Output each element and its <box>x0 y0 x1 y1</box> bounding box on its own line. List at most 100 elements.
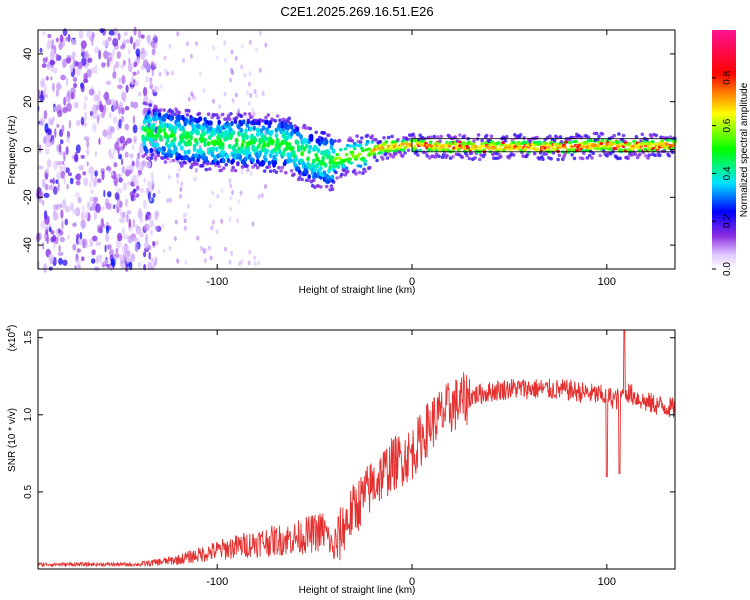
spectrogram-haze-speckle <box>216 55 220 61</box>
snr-background <box>38 330 675 569</box>
spectrogram-ridge-halo <box>162 108 166 112</box>
spectrogram-ridge-cell <box>329 144 334 150</box>
spectrogram-haze-speckle <box>252 111 256 117</box>
spectrogram-noise-speckle <box>73 82 78 88</box>
spectrogram-ridge-halo <box>226 114 231 118</box>
spectrogram-noise-speckle <box>131 160 135 167</box>
spectrogram-haze-speckle <box>251 107 255 113</box>
spectrogram-haze-speckle <box>154 43 158 49</box>
spectrogram-haze-speckle <box>162 248 166 254</box>
spectrogram-ridge-halo <box>562 154 566 159</box>
spectrogram-ridge-halo <box>340 172 344 177</box>
spectrogram-ridge-halo <box>165 156 170 161</box>
spectrogram-ridge-halo <box>482 152 487 157</box>
spectrogram-ridge-halo <box>229 112 233 116</box>
spectrogram-ridge-halo <box>216 116 220 120</box>
spectrogram-haze-speckle <box>253 255 257 261</box>
spectrogram-noise-speckle <box>103 104 107 114</box>
spectrogram-ridge-halo <box>144 102 149 106</box>
spectrogram-ridge-cell <box>301 160 306 166</box>
spectrogram-haze-speckle <box>149 231 153 237</box>
spectrogram-ridge-cell <box>316 147 321 153</box>
spectrogram-ridge-halo <box>382 136 386 140</box>
spectrogram-noise-speckle <box>115 247 119 254</box>
spectrogram-noise-speckle <box>113 64 116 73</box>
spectrogram-noise-speckle <box>63 96 66 106</box>
spectrogram-ridge-cell <box>261 125 266 131</box>
spectrogram-haze-speckle <box>240 43 244 49</box>
spectrogram-ridge-halo <box>215 113 219 117</box>
spectrogram-noise-speckle <box>55 53 59 62</box>
spectrogram-noise-speckle <box>57 182 60 192</box>
spectrogram-ridge-cell <box>188 140 192 147</box>
spectrogram-ridge-halo <box>375 158 379 163</box>
spectrogram-ridge-cell <box>307 174 312 180</box>
spectrogram-noise-speckle <box>93 196 98 203</box>
spectrogram-noise-speckle <box>105 233 109 243</box>
spectrogram-ridge-cell <box>286 125 290 131</box>
spectrogram-noise-speckle <box>82 205 85 212</box>
spectrogram-ridge-halo <box>621 133 626 138</box>
spectrogram-noise-speckle <box>119 135 126 144</box>
spectrogram-ridge-halo <box>287 116 292 121</box>
spectrogram-ridge-cell <box>523 147 528 151</box>
spectrogram-noise-speckle <box>116 188 123 194</box>
spectrogram-haze-speckle <box>220 218 224 224</box>
spectrogram-noise-speckle <box>45 167 49 174</box>
spectrogram-ridge-cell <box>251 157 255 163</box>
spectrogram-noise-speckle <box>146 181 152 187</box>
snr-series-line <box>37 329 676 568</box>
spectrogram-noise-speckle <box>72 59 76 70</box>
spectrogram-ridge-cell <box>299 134 303 140</box>
spectrogram-noise-speckle <box>129 255 136 263</box>
spectrogram-noise-speckle <box>143 107 148 115</box>
spectrogram-noise-speckle <box>137 30 142 39</box>
spectrogram-ridge-halo <box>274 170 279 174</box>
spectrogram-ridge-halo <box>197 111 202 116</box>
spectrogram-noise-speckle <box>82 171 87 176</box>
spectrogram-noise-speckle <box>62 160 65 165</box>
spectrogram-haze-speckle <box>247 260 251 266</box>
spectrogram-ridge-cell <box>334 156 338 160</box>
spectrogram-ridge-cell <box>151 125 156 131</box>
spectrogram-noise-speckle <box>41 63 47 69</box>
spectrogram-ridge-cell <box>321 155 326 161</box>
spectrogram-ridge-halo <box>268 169 273 174</box>
spectrogram-ridge-halo <box>374 137 378 142</box>
spectrogram-ridge-halo <box>355 134 359 138</box>
spectrogram-noise-speckle <box>145 160 152 169</box>
spectrogram-ridge-halo <box>220 112 225 117</box>
spectrogram-ridge-cell <box>529 146 533 150</box>
spectrogram-haze-speckle <box>168 245 172 251</box>
spectrogram-noise-speckle <box>96 115 100 124</box>
spectrogram-ridge-cell <box>180 145 184 151</box>
spectrogram-ridge-halo <box>591 151 595 155</box>
snr-multiplier: (x104) <box>6 325 18 352</box>
spectrogram-ridge-halo <box>204 167 209 172</box>
spectrogram-noise-speckle <box>136 70 140 75</box>
spectrogram-ridge-halo <box>638 152 642 157</box>
spectrogram-ridge-halo <box>647 153 652 157</box>
spectrogram-noise-speckle <box>52 116 55 122</box>
spectrogram-haze-speckle <box>195 41 199 47</box>
spectrogram-haze-speckle <box>208 203 212 209</box>
spectrogram-noise-speckle <box>128 261 133 271</box>
spectrogram-ridge-halo <box>243 112 247 116</box>
spectrogram-haze-speckle <box>237 199 241 205</box>
spectrogram-noise-speckle <box>70 92 75 100</box>
spectrogram-ridge-cell <box>169 152 173 158</box>
spectrogram-noise-speckle <box>108 56 113 62</box>
spectrogram-noise-speckle <box>85 210 89 221</box>
spectrogram-haze-speckle <box>240 64 244 70</box>
spectrogram-ridge-halo <box>617 132 621 136</box>
spectrogram-noise-speckle <box>81 256 85 262</box>
spectrogram-haze-speckle <box>174 219 178 225</box>
spectrogram-ridge-cell <box>274 151 279 157</box>
spectrogram-ridge-cell <box>202 125 206 131</box>
spectrogram-noise-speckle <box>124 123 130 131</box>
spectrogram-ridge-cell <box>363 159 368 163</box>
spectrogram-noise-speckle <box>55 88 60 98</box>
spectrogram-ridge-halo <box>654 133 659 138</box>
spectrogram-ridge-halo <box>253 163 258 167</box>
spectrogram-ridge-halo <box>267 165 272 169</box>
